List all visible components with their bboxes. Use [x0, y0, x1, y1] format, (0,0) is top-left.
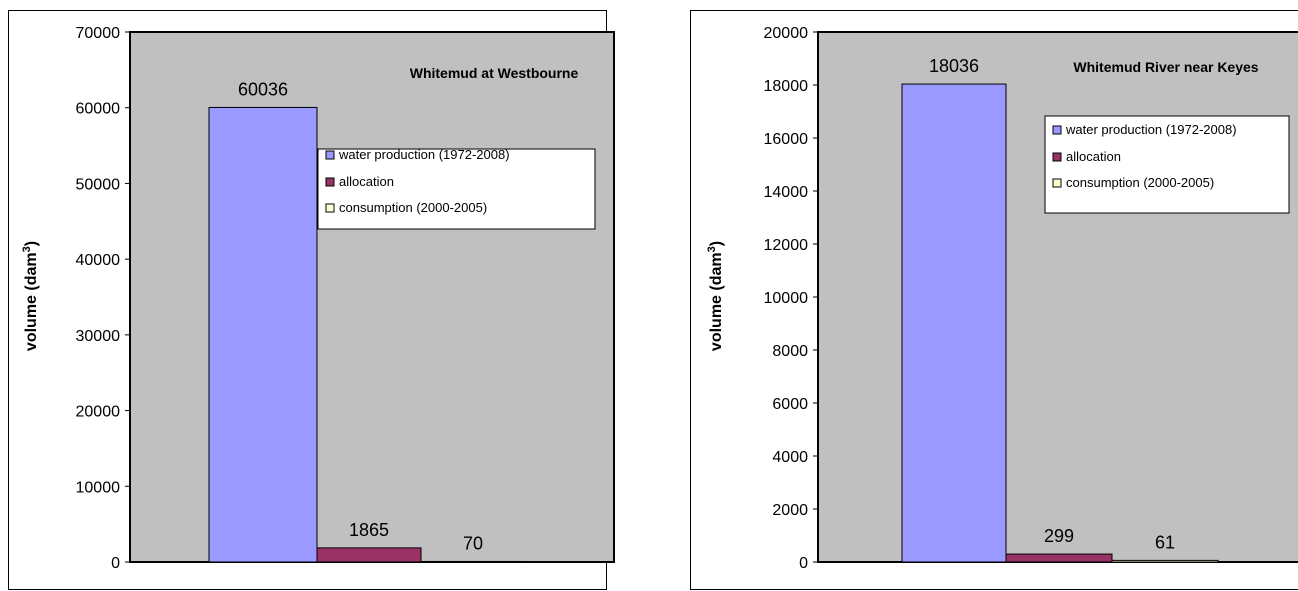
legend-label-1: water production (1972-2008): [338, 147, 510, 162]
legend-label-2: allocation: [339, 174, 394, 189]
y-tick-label: 14000: [764, 184, 809, 201]
bar-3: [420, 560, 526, 563]
bar-2: [1005, 553, 1113, 563]
y-axis-label-close: ): [23, 241, 40, 246]
y-tick-label: 50000: [76, 176, 121, 193]
y-tick-label: 10000: [764, 290, 809, 307]
data-label-2: 1865: [349, 520, 389, 540]
data-label-1: 18036: [929, 56, 979, 76]
y-tick-label: 60000: [76, 101, 121, 118]
chart-title: Whitemud River near Keyes: [1073, 59, 1258, 75]
data-label-3: 70: [463, 533, 483, 553]
y-axis-label-text: volume (dam: [708, 252, 725, 351]
y-axis-label-text: volume (dam: [23, 252, 40, 351]
legend-swatch-2: [325, 177, 335, 187]
y-tick-label: 70000: [76, 25, 121, 42]
plot-area: [129, 31, 615, 563]
y-tick-label: 12000: [764, 237, 809, 254]
y-tick-label: 0: [111, 555, 120, 572]
y-axis-label-close: ): [708, 241, 725, 246]
legend-label-3: consumption (2000-2005): [339, 200, 487, 215]
y-tick-label: 18000: [764, 78, 809, 95]
y-tick-label: 10000: [76, 479, 121, 496]
data-label-1: 60036: [238, 79, 288, 99]
y-tick-label: 8000: [772, 343, 808, 360]
legend-swatch-2: [1052, 152, 1062, 162]
y-tick-label: 40000: [76, 252, 121, 269]
y-tick-label: 6000: [772, 396, 808, 413]
legend-box: [317, 148, 596, 230]
y-tick-label: 16000: [764, 131, 809, 148]
bar-1: [208, 106, 318, 563]
legend-swatch-3: [325, 203, 335, 213]
chart-panel-westbourne: 0 10000 20000 30000 40000 50000 60000 70000 6003…: [8, 10, 615, 590]
y-tick-label: 2000: [772, 502, 808, 519]
bar-1: [901, 83, 1007, 563]
data-label-2: 299: [1044, 526, 1074, 546]
legend-box: [1044, 115, 1290, 214]
legend-swatch-1: [1052, 125, 1062, 135]
legend-label-3: consumption (2000-2005): [1066, 175, 1214, 190]
bar-3: [1111, 559, 1219, 563]
y-axis-label: volume (dam3): [21, 241, 40, 351]
y-tick-label: 20000: [764, 25, 809, 42]
y-axis-label-superscript: 3: [21, 246, 33, 252]
bar-2: [316, 547, 422, 563]
y-tick-label: 20000: [76, 404, 121, 421]
data-label-3: 61: [1155, 532, 1175, 552]
y-tick-label: 0: [799, 555, 808, 572]
legend-swatch-3: [1052, 178, 1062, 188]
y-axis-label: volume (dam3): [706, 241, 725, 351]
plot-area: [817, 31, 1298, 563]
chart-keyes: 0 2000 4000 6000 8000 10000 12000 14000 16000 180…: [706, 25, 1298, 572]
chart-title: Whitemud at Westbourne: [410, 65, 579, 81]
y-tick-label: 4000: [772, 449, 808, 466]
y-axis-label-superscript: 3: [706, 246, 718, 252]
legend-label-1: water production (1972-2008): [1065, 122, 1237, 137]
chart-westbourne: 0 10000 20000 30000 40000 50000 60000 70000 6003…: [21, 25, 615, 572]
chart-panel-keyes: 0 2000 4000 6000 8000 10000 12000 14000 16000 180…: [690, 10, 1298, 590]
legend-label-2: allocation: [1066, 149, 1121, 164]
legend-swatch-1: [325, 150, 335, 160]
y-tick-label: 30000: [76, 328, 121, 345]
